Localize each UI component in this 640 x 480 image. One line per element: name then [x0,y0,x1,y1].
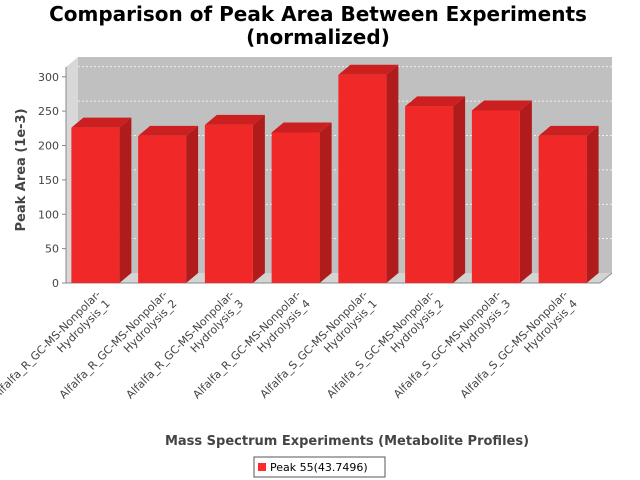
legend-label: Peak 55(43.7496) [270,461,368,474]
bar-front [271,132,320,283]
y-tick-label: 50 [45,243,59,256]
y-axis-label: Peak Area (1e-3) [14,108,29,231]
bars [71,64,599,283]
bar-side [252,114,265,283]
bar-side [119,117,132,283]
bar-top [71,117,132,128]
legend-box [253,456,386,478]
bar-front [138,135,187,283]
bar-top [471,100,532,111]
bar [204,114,265,283]
y-axis: 0 50 100 150 200 250 300 [38,67,67,290]
y-tick-label: 100 [38,208,59,221]
bar-top [405,96,466,107]
bar [71,117,132,283]
bar [271,122,332,283]
y-tick-label: 150 [38,174,59,187]
bar-front [471,110,520,283]
y-tick-label: 250 [38,105,59,118]
bar-front [338,74,387,283]
bar [405,96,466,283]
floor-edge [599,272,613,284]
y-tick-label: 200 [38,140,59,153]
bar-top [204,114,265,125]
bar-front [71,127,120,283]
bar-side [586,125,599,283]
bar-front [538,135,587,283]
bar [471,100,532,283]
legend: Peak 55(43.7496) [253,456,386,478]
bar-top [138,125,199,136]
bar-side [519,100,532,283]
bar-side [453,96,466,283]
y-tick-label: 0 [52,277,59,290]
chart-title-line-2: (normalized) [246,25,390,49]
bar-side [186,125,199,283]
bar-front [405,106,454,283]
bar-front [204,124,253,283]
bar [138,125,199,283]
x-category-labels: Alfalfa_R_GC-MS-Nonpolar-Hydrolysis_1Alf… [0,288,580,401]
legend-swatch [258,463,266,471]
y-tick-label: 300 [38,71,59,84]
x-axis-label: Mass Spectrum Experiments (Metabolite Pr… [165,434,529,449]
x-tick-label-line: Alfalfa_R_GC-MS-Nonpolar- [0,288,104,401]
bar [538,125,599,283]
bar-side [386,64,399,283]
chart-title-line-1: Comparison of Peak Area Between Experime… [49,2,587,26]
bar-top [338,64,399,75]
bar-top [538,125,599,136]
bar-top [271,122,332,133]
bar [338,64,399,283]
bar-side [319,122,332,283]
